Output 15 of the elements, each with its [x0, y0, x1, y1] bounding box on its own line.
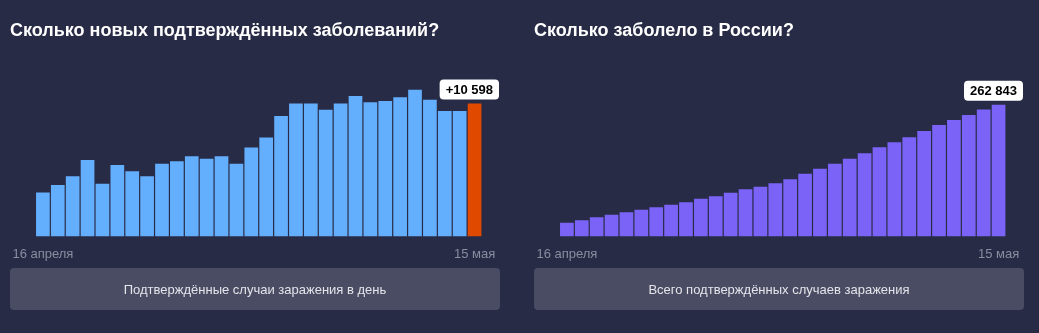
chart-title: Сколько заболело в России?	[534, 19, 795, 42]
data-label: +10 598	[445, 82, 493, 98]
text: Подтверждённые случаи заражения в день	[10, 268, 500, 310]
x-tick-label: 15 мая	[977, 245, 1020, 261]
bar	[738, 189, 753, 237]
bar	[467, 103, 482, 237]
data-label: 262 843	[970, 83, 1017, 99]
x-tick-label: 16 апреля	[12, 245, 74, 261]
bar	[214, 156, 229, 237]
chart-title: Сколько новых подтверждённых заболеваний?	[10, 19, 441, 42]
bar	[872, 147, 887, 237]
bar	[348, 96, 363, 237]
x-tick-label: 16 апреля	[536, 245, 598, 261]
text: Всего подтверждённых случаев заражения	[534, 268, 1024, 310]
x-tick-label: 15 мая	[453, 245, 496, 261]
